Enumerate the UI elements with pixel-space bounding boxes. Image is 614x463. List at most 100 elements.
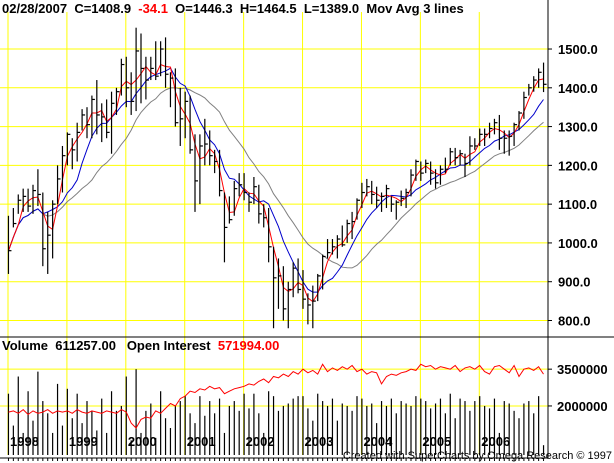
price-bar	[218, 149, 223, 197]
price-axis-label: 1200.0	[558, 158, 598, 173]
price-bar	[405, 188, 410, 209]
price-bar	[400, 190, 405, 207]
price-bar	[434, 169, 439, 189]
price-bar	[430, 161, 434, 185]
price-bar	[479, 128, 483, 146]
price-bar	[307, 293, 311, 325]
price-bar	[106, 99, 110, 139]
price-bar	[101, 103, 105, 143]
price-bar	[297, 258, 302, 294]
price-axis-label: 800.0	[558, 313, 591, 328]
moving-average-lines	[8, 63, 544, 303]
year-label: 2004	[363, 434, 393, 449]
price-bar	[356, 198, 360, 220]
grid-lines	[0, 12, 548, 455]
time-axis-labels: 1998 1999 2000 2001 2002 2003 2004 2005 2006	[10, 434, 510, 449]
open-interest-series	[8, 363, 544, 429]
volume-axis-label: 3500000	[557, 362, 608, 377]
price-bar	[317, 273, 321, 302]
price-bar	[425, 159, 429, 174]
price-bar	[439, 165, 444, 185]
price-bar	[145, 56, 149, 100]
price-bar	[444, 157, 449, 174]
price-bar	[52, 200, 56, 259]
header-open: O=1446.3	[175, 1, 233, 16]
open-interest-label: Open Interest	[126, 338, 211, 353]
price-bar	[287, 281, 292, 329]
price-bar	[272, 246, 277, 329]
price-bar	[464, 153, 468, 177]
year-label: 1999	[69, 434, 98, 449]
price-bar	[96, 80, 100, 135]
price-bar	[302, 270, 306, 309]
price-bar	[179, 87, 184, 146]
price-bar	[76, 122, 81, 162]
price-bar	[292, 262, 297, 298]
price-bar	[513, 122, 518, 146]
price-bar	[243, 173, 248, 201]
header-change: -34.1	[138, 1, 168, 16]
volume-header: Volume 611257.00 Open Interest 571994.00	[2, 338, 279, 353]
volume-bars	[7, 369, 545, 455]
price-bar	[410, 169, 414, 197]
ma-fast-line	[8, 63, 544, 303]
price-bar	[169, 72, 174, 108]
price-bar	[341, 225, 346, 247]
price-bar	[37, 169, 41, 207]
price-bar	[248, 192, 252, 212]
price-bar	[7, 215, 12, 274]
volume-axis-labels: 2000000 3500000	[548, 362, 608, 414]
price-bar	[351, 211, 356, 240]
price-bar	[277, 258, 282, 309]
price-bar	[61, 145, 66, 193]
price-bar	[91, 95, 95, 139]
year-label: 1998	[10, 434, 39, 449]
price-bar	[199, 134, 203, 205]
price-bar	[71, 138, 76, 170]
price-bar	[115, 87, 120, 115]
price-bar	[47, 211, 51, 274]
price-bar	[238, 173, 243, 197]
price-bar	[184, 91, 189, 139]
price-bar	[223, 192, 228, 263]
price-bar	[204, 118, 208, 166]
price-bar	[415, 159, 419, 181]
price-bar	[110, 91, 115, 154]
price-bar	[194, 134, 198, 212]
price-bar	[533, 76, 537, 92]
price-bar	[268, 208, 272, 263]
price-bar	[282, 266, 287, 321]
volume-axis-label: 2000000	[557, 399, 608, 414]
price-bar	[155, 41, 159, 81]
price-bar	[376, 186, 380, 209]
price-bar	[508, 130, 513, 156]
year-label: 2001	[187, 434, 216, 449]
price-bar	[233, 180, 238, 216]
price-bar	[361, 182, 365, 209]
price-bar	[263, 204, 267, 228]
price-bar	[474, 138, 478, 150]
price-bar	[469, 136, 473, 166]
price-bar	[395, 200, 400, 220]
year-label: 2006	[481, 434, 510, 449]
price-bar	[22, 188, 27, 212]
price-bar	[459, 149, 464, 166]
price-bar	[366, 178, 370, 197]
price-bar	[326, 239, 331, 259]
price-bar	[120, 58, 125, 96]
price-bar	[498, 114, 503, 150]
price-bar	[17, 194, 22, 214]
price-bar	[484, 128, 488, 146]
ma-slow-line	[8, 87, 544, 269]
price-axis-labels: 800.0 900.0 1000.0 1100.0 1200.0 1300.0 1400.0…	[548, 42, 598, 328]
open-interest-value: 571994.00	[217, 338, 280, 353]
price-bar	[346, 219, 351, 243]
price-axis-label: 1500.0	[558, 42, 598, 57]
price-bar	[130, 72, 135, 115]
year-label: 2003	[305, 434, 334, 449]
open-interest-line	[8, 363, 544, 429]
price-bar	[449, 147, 454, 166]
price-bar	[160, 41, 164, 77]
price-axis-label: 1300.0	[558, 120, 598, 135]
